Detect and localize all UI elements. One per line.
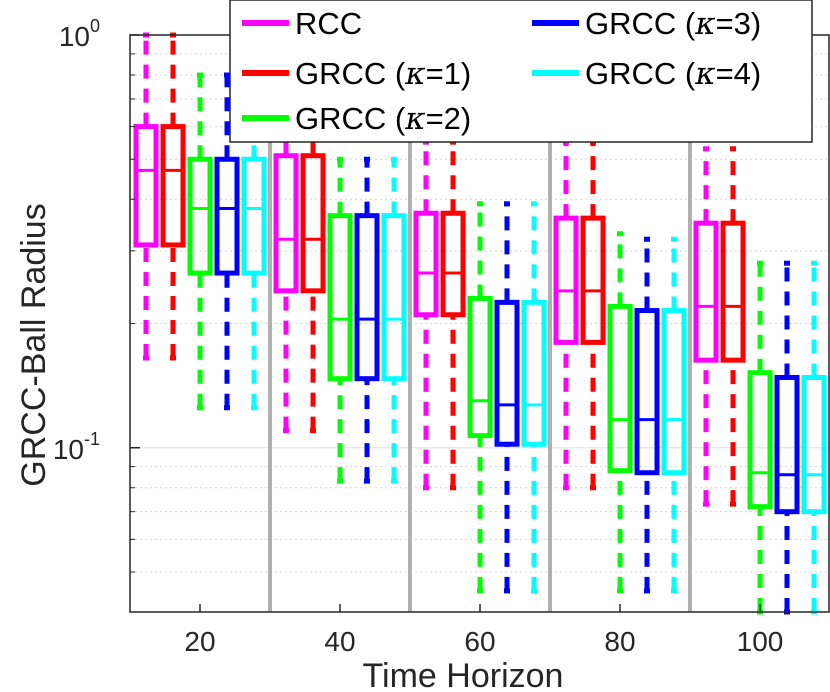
box-grcc-2--100 xyxy=(747,260,773,615)
box-iqr xyxy=(774,374,800,515)
legend-label-kappa: κ xyxy=(404,56,425,92)
box-iqr xyxy=(494,299,520,447)
box-iqr xyxy=(801,374,827,515)
legend-label-kappa: κ xyxy=(694,6,715,42)
box-iqr xyxy=(467,295,493,439)
box-iqr xyxy=(354,213,380,382)
box-grcc-3--40 xyxy=(354,156,380,484)
box-iqr xyxy=(693,220,719,363)
legend-label-prefix: RCC xyxy=(295,6,362,41)
x-axis-label: Time Horizon xyxy=(363,657,564,692)
legend-entry: GRCC (κ=3) xyxy=(532,6,761,42)
legend-label: GRCC (κ=2) xyxy=(295,101,471,137)
box-grcc-4--100 xyxy=(801,260,827,615)
x-tick-label: 20 xyxy=(184,626,215,657)
box-grcc-4--40 xyxy=(381,156,407,484)
y-tick-exponent: -1 xyxy=(84,429,100,449)
box-grcc-3--100 xyxy=(774,260,800,615)
legend-label-prefix: GRCC ( xyxy=(585,6,696,41)
box-grcc-3--80 xyxy=(634,236,660,594)
box-iqr xyxy=(187,156,213,276)
box-iqr xyxy=(580,215,606,345)
x-tick-label: 100 xyxy=(737,626,784,657)
legend-label: GRCC (κ=4) xyxy=(585,56,761,92)
box-iqr xyxy=(661,308,687,476)
box-grcc-4--60 xyxy=(521,201,547,594)
box-iqr xyxy=(440,210,466,318)
box-iqr xyxy=(720,220,746,363)
legend-label-suffix: =2) xyxy=(426,101,472,136)
box-grcc-2--80 xyxy=(607,231,633,594)
box-grcc-1--20 xyxy=(160,32,186,361)
box-grcc-1--100 xyxy=(720,146,746,507)
legend-label-kappa: κ xyxy=(694,56,715,92)
y-axis-label: GRCC-Ball Radius xyxy=(15,203,53,486)
box-grcc-1--80 xyxy=(580,139,606,491)
legend-label-kappa: κ xyxy=(404,101,425,137)
legend-label-prefix: GRCC ( xyxy=(295,101,406,136)
box-iqr xyxy=(521,299,547,447)
box-iqr xyxy=(214,156,240,276)
legend-box xyxy=(229,0,813,143)
legend-entry: GRCC (κ=1) xyxy=(242,56,471,92)
x-tick-label: 80 xyxy=(604,626,635,657)
legend-label: RCC xyxy=(295,6,362,41)
box-grcc-3--20 xyxy=(214,72,240,411)
box-grcc-3--60 xyxy=(494,201,520,594)
box-iqr xyxy=(327,213,353,382)
legend-label-suffix: =3) xyxy=(716,6,762,41)
legend-label-suffix: =4) xyxy=(716,56,762,91)
legend-entry: RCC xyxy=(242,6,362,41)
legend-label-prefix: GRCC ( xyxy=(295,56,406,91)
box-rcc-60 xyxy=(413,139,439,491)
box-grcc-1--60 xyxy=(440,139,466,491)
legend-label: GRCC (κ=3) xyxy=(585,6,761,42)
x-tick-label: 40 xyxy=(324,626,355,657)
x-tick-label: 60 xyxy=(464,626,495,657)
box-grcc-2--40 xyxy=(327,156,353,484)
legend-label: GRCC (κ=1) xyxy=(295,56,471,92)
legend-entry: GRCC (κ=2) xyxy=(242,101,471,137)
box-grcc-2--60 xyxy=(467,201,493,594)
box-rcc-80 xyxy=(553,139,579,491)
box-iqr xyxy=(634,308,660,476)
box-iqr xyxy=(160,124,186,248)
y-tick-exponent: 0 xyxy=(90,16,100,36)
box-iqr xyxy=(413,210,439,318)
box-iqr xyxy=(273,153,299,294)
legend-label-prefix: GRCC ( xyxy=(585,56,696,91)
box-grcc-4--80 xyxy=(661,236,687,594)
box-iqr xyxy=(553,215,579,345)
box-iqr xyxy=(607,303,633,474)
legend-label-suffix: =1) xyxy=(426,56,472,91)
box-iqr xyxy=(133,124,159,248)
box-iqr xyxy=(381,213,407,382)
box-iqr xyxy=(300,153,326,294)
legend-entry: GRCC (κ=4) xyxy=(532,56,761,92)
box-grcc-2--20 xyxy=(187,72,213,411)
box-rcc-100 xyxy=(693,146,719,507)
box-iqr xyxy=(241,156,267,276)
box-iqr xyxy=(747,370,773,510)
